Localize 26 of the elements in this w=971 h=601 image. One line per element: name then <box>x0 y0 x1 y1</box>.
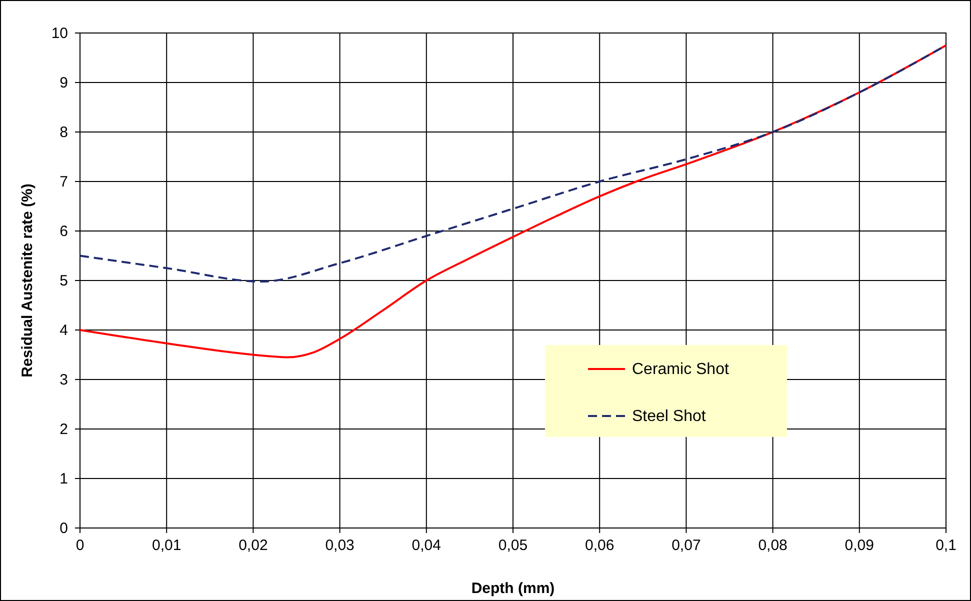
y-tick-label: 10 <box>51 25 68 42</box>
legend-label: Steel Shot <box>632 408 706 425</box>
y-axis-title: Residual Austenite rate (%) <box>19 184 36 378</box>
x-tick-label: 0,08 <box>758 537 788 554</box>
x-tick-label: 0,09 <box>844 537 874 554</box>
x-tick-label: 0,03 <box>325 537 354 554</box>
x-tick-label: 0,05 <box>498 537 528 554</box>
y-tick-label: 6 <box>60 223 68 240</box>
x-tick-label: 0,07 <box>672 537 701 554</box>
x-tick-label: 0 <box>76 537 84 554</box>
y-tick-label: 9 <box>60 74 68 92</box>
x-tick-label: 0,02 <box>238 537 268 554</box>
x-tick-label: 0,04 <box>412 537 441 554</box>
y-tick-label: 5 <box>60 272 68 290</box>
y-tick-label: 2 <box>60 421 68 438</box>
y-tick-label: 1 <box>60 470 68 488</box>
y-tick-label: 4 <box>60 322 68 339</box>
x-tick-label: 0,01 <box>152 537 182 554</box>
y-tick-label: 7 <box>60 174 68 190</box>
x-axis-title: Depth (mm) <box>471 580 555 597</box>
y-tick-label: 3 <box>60 372 68 388</box>
y-tick-label: 0 <box>60 520 68 537</box>
x-tick-label: 0,06 <box>585 537 614 554</box>
legend-label: Ceramic Shot <box>632 361 730 378</box>
y-tick-label: 8 <box>60 124 68 141</box>
x-tick-label: 0,1 <box>936 537 956 554</box>
